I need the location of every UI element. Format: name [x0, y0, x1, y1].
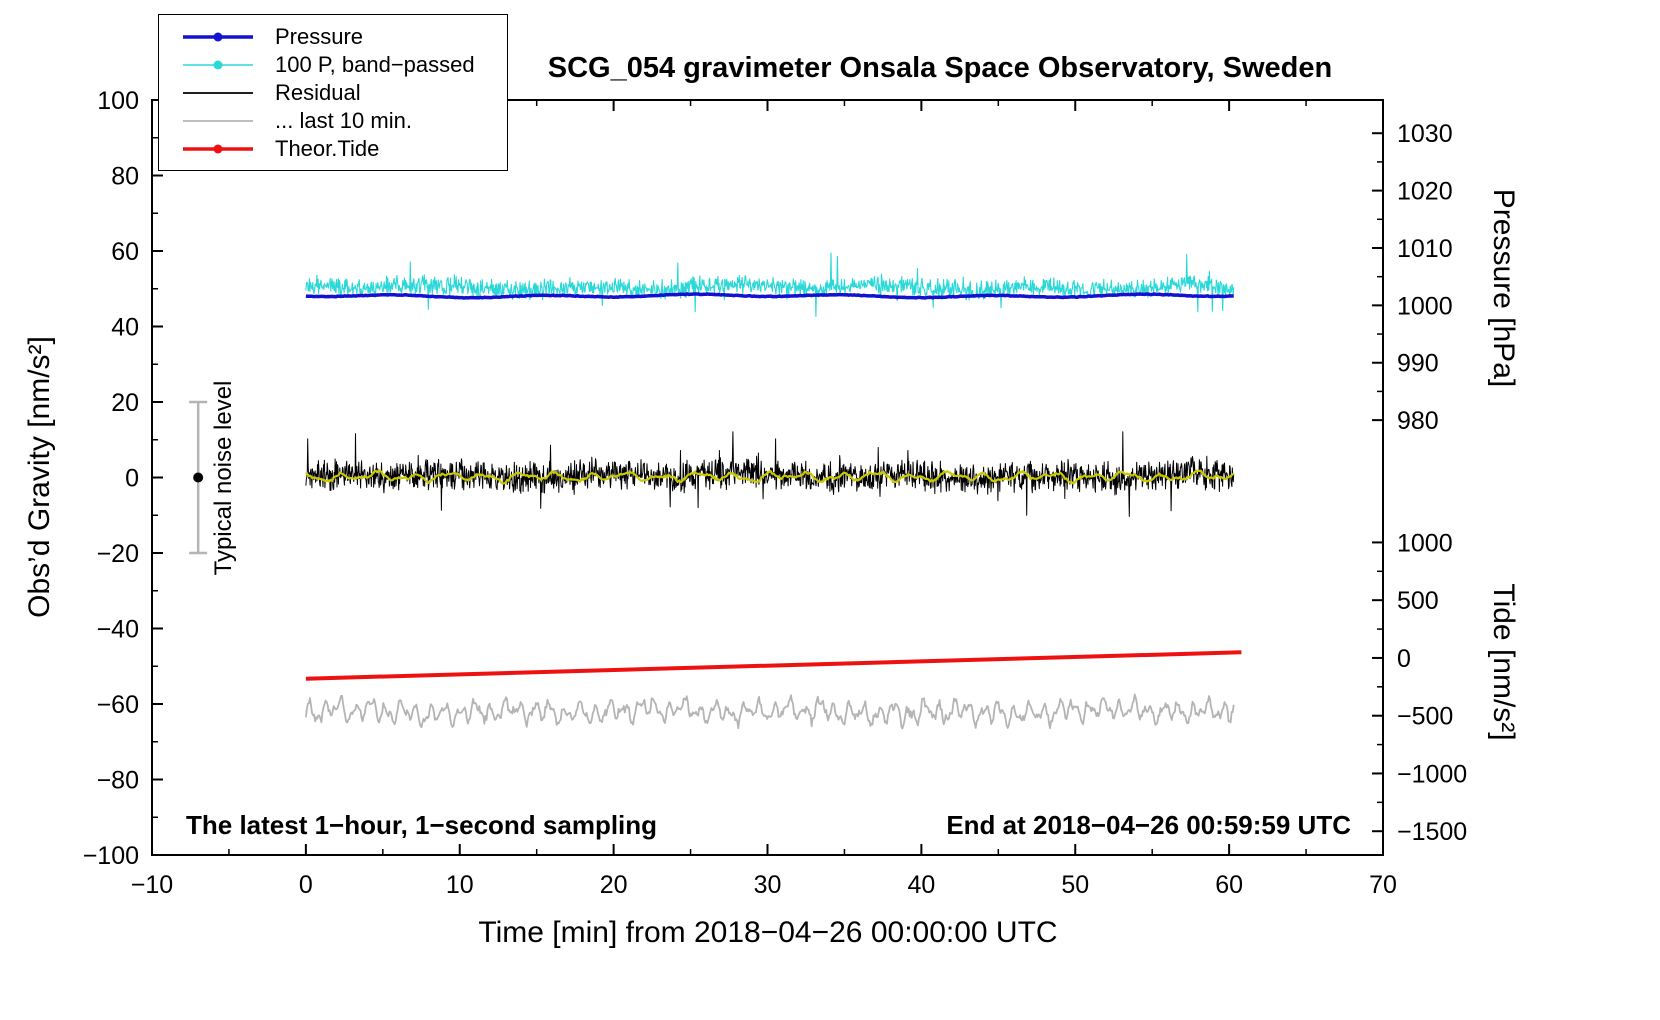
legend-item: Residual	[173, 79, 507, 107]
noise-level-bar	[189, 400, 208, 555]
legend-marker-dot	[213, 144, 223, 154]
tick-label: 40	[111, 314, 139, 342]
legend-label: Pressure	[275, 24, 364, 49]
tick-label: 20	[600, 871, 628, 899]
tide-axis-label: Tide [nm/s²]	[1487, 583, 1520, 741]
legend: Pressure 100 P, band−passed Residual ... la…	[158, 14, 508, 171]
tick-label: 80	[111, 163, 139, 191]
tick-label: 30	[754, 871, 782, 899]
legend-item: 100 P, band−passed	[173, 51, 507, 79]
tick-label: 20	[111, 389, 139, 417]
tick-label: −40	[97, 616, 139, 644]
tick-label: −10	[131, 871, 173, 899]
legend-line-sample	[183, 120, 253, 122]
tick-label: −100	[83, 842, 139, 870]
tick-label: 980	[1397, 407, 1439, 435]
tick-label: 1030	[1397, 120, 1453, 148]
tick-label: 1000	[1397, 292, 1453, 320]
tick-label: −1500	[1397, 818, 1467, 846]
legend-line-sample	[183, 60, 253, 70]
x-axis-label: Time [min] from 2018−04−26 00:00:00 UTC	[478, 916, 1058, 949]
gravity-axis-label: Obs’d Gravity [nm/s²]	[23, 336, 56, 618]
pressure-axis-label: Pressure [hPa]	[1487, 188, 1520, 388]
legend-item: ... last 10 min.	[173, 107, 507, 135]
noise-level-dot	[193, 472, 204, 483]
pressure-axis-ticks: 1030 1020 1010 1000 990 980	[1372, 120, 1453, 435]
tick-label: 0	[1397, 645, 1411, 673]
legend-item: Pressure	[173, 23, 507, 51]
tick-label: −500	[1397, 703, 1453, 731]
legend-line-sample	[183, 144, 253, 154]
tick-label: 1000	[1397, 529, 1453, 557]
tick-label: 60	[111, 238, 139, 266]
tick-label: 50	[1061, 871, 1089, 899]
series-pressure-bandpassed	[305, 252, 1235, 318]
gravity-axis-ticks: 100 80 60 40 20 0 −20 −40 −60 −80 −100	[83, 87, 163, 870]
legend-line-sample	[183, 92, 253, 94]
series-residual-smoothed	[305, 469, 1235, 485]
legend-line-sample	[183, 32, 253, 42]
tick-label: 100	[97, 87, 139, 115]
tide-axis-ticks: 1000 500 0 −500 −1000 −1500	[1372, 529, 1467, 846]
tick-label: −80	[97, 767, 139, 795]
series-theoretical-tide	[305, 650, 1242, 681]
tick-label: 40	[907, 871, 935, 899]
tick-label: 60	[1215, 871, 1243, 899]
tick-label: 1020	[1397, 178, 1453, 206]
legend-marker-dot	[213, 60, 223, 70]
legend-label: Theor.Tide	[275, 136, 380, 161]
noise-level-label: Typical noise level	[210, 380, 237, 576]
tick-label: 500	[1397, 587, 1439, 615]
series-residual-last-10-min	[305, 693, 1235, 730]
tick-label: 1010	[1397, 235, 1453, 263]
legend-label: ... last 10 min.	[275, 108, 412, 133]
legend-marker-dot	[213, 32, 223, 42]
tick-label: −1000	[1397, 760, 1467, 788]
legend-item: Theor.Tide	[173, 135, 507, 163]
sampling-note: The latest 1−hour, 1−second sampling	[186, 810, 658, 840]
tick-label: 0	[299, 871, 313, 899]
chart-title: SCG_054 gravimeter Onsala Space Observat…	[547, 52, 1333, 84]
series-residual	[305, 431, 1235, 517]
legend-label: 100 P, band−passed	[275, 52, 475, 77]
tick-label: 10	[446, 871, 474, 899]
series-pressure	[305, 292, 1234, 300]
legend-label: Residual	[275, 80, 361, 105]
tick-label: −60	[97, 691, 139, 719]
tick-label: 0	[125, 465, 139, 493]
tick-label: 990	[1397, 350, 1439, 378]
time-axis-ticks: −10 0 10 20 30 40 50 60 70	[131, 100, 1397, 899]
tick-label: 70	[1369, 871, 1397, 899]
end-time-note: End at 2018−04−26 00:59:59 UTC	[946, 810, 1351, 840]
tick-label: −20	[97, 540, 139, 568]
